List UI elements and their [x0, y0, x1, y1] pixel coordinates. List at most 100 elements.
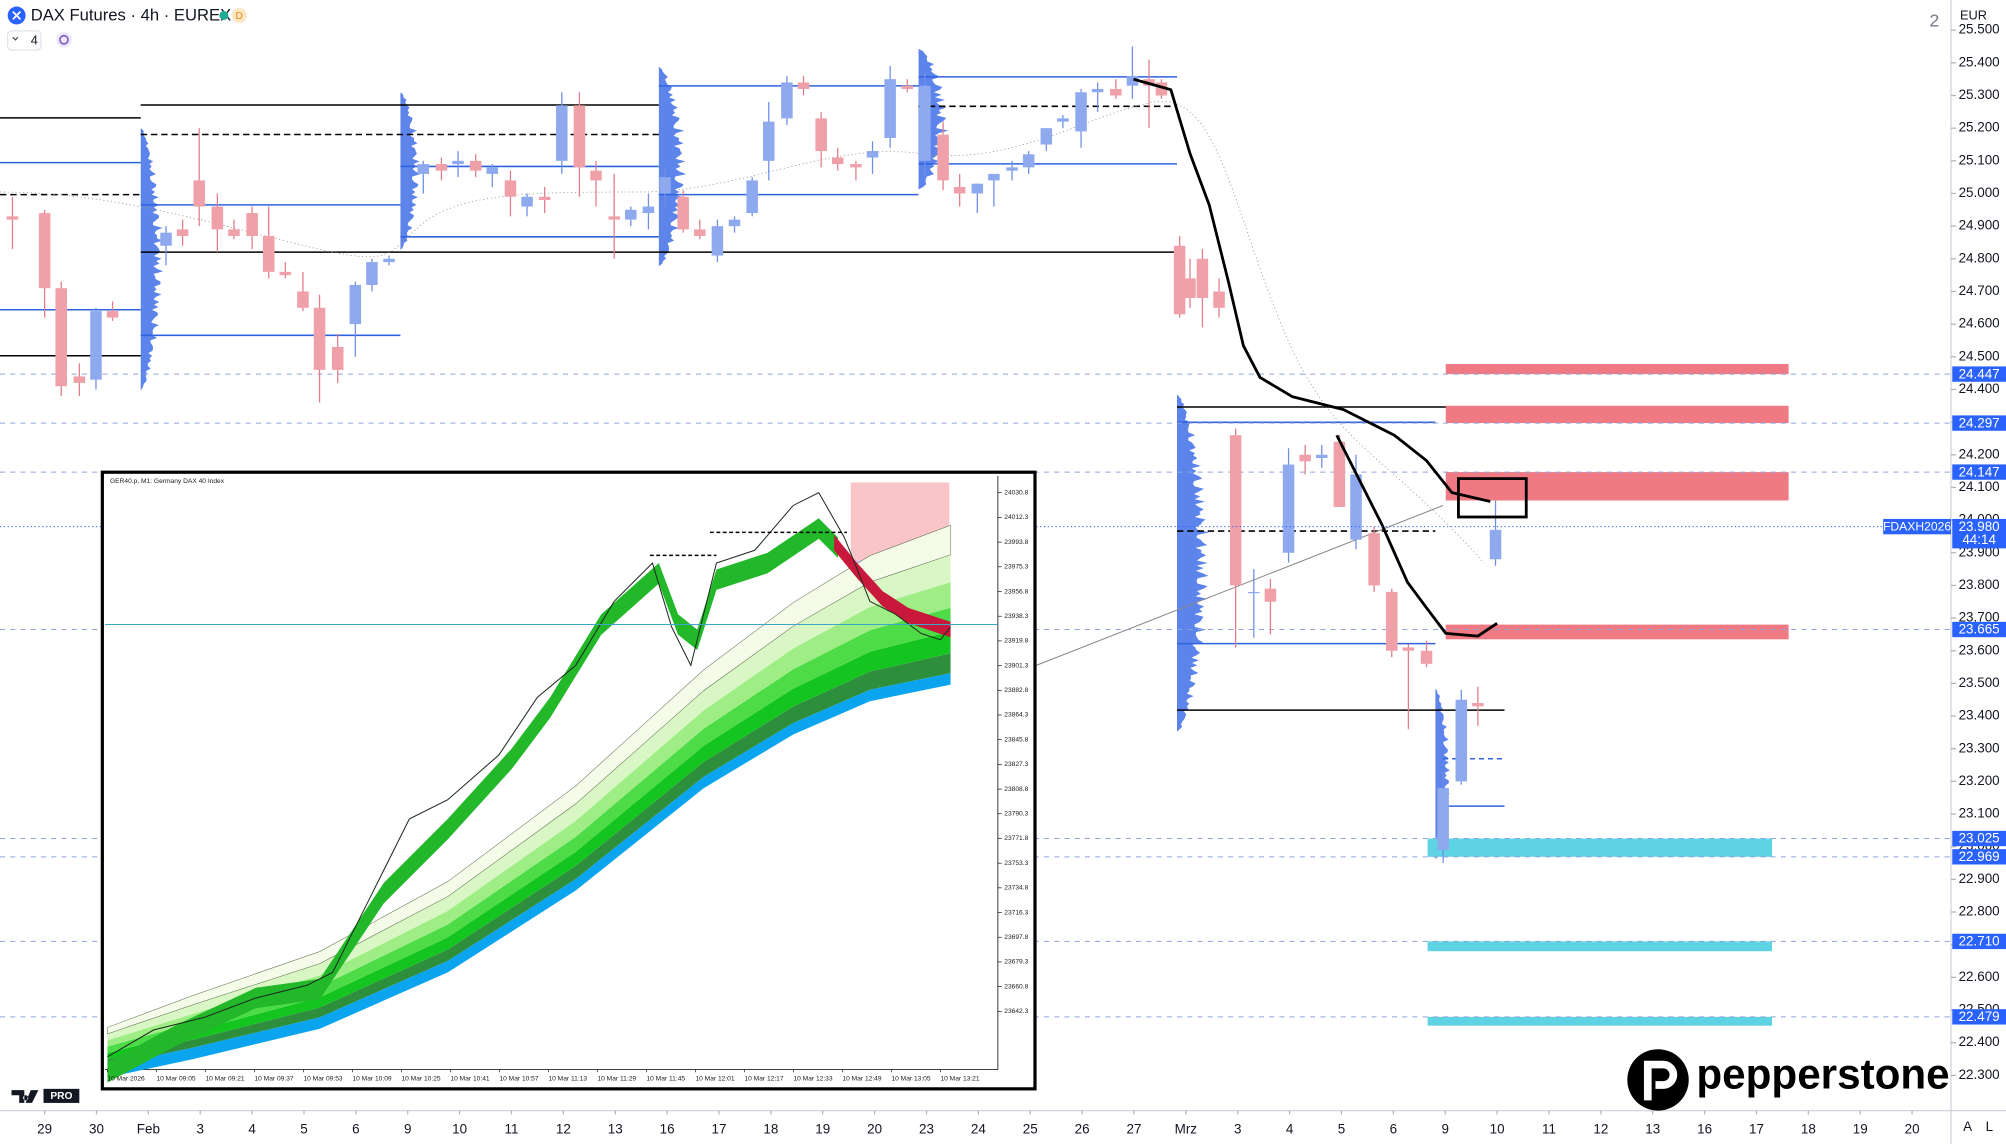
inset-x-label: 10 Mar 10:09 [352, 1075, 391, 1082]
candle-body [677, 196, 689, 230]
x-tick-label: 10 [1490, 1121, 1505, 1136]
zone [1445, 472, 1789, 501]
currency[interactable]: EUR [1960, 8, 1987, 23]
zone [1427, 1016, 1773, 1026]
candle-body [349, 284, 362, 325]
candle-body [1184, 278, 1196, 299]
candle-body [176, 229, 189, 236]
volume-profile [400, 92, 421, 250]
x-tick-label: 6 [1390, 1121, 1397, 1136]
volume-profile [1176, 394, 1210, 732]
x-tick-label: 5 [300, 1121, 307, 1136]
candle-body [1282, 464, 1295, 553]
status-dot [219, 11, 229, 20]
candle-body [297, 291, 309, 308]
y-tick-label: 23.800 [1959, 577, 2000, 592]
candle-body [1299, 454, 1311, 462]
inset-x-label: 10 Mar 12:17 [744, 1075, 783, 1082]
x-tick-label: 11 [1542, 1121, 1556, 1136]
candle-body [383, 258, 395, 263]
candle-body [556, 105, 568, 161]
zone [1445, 405, 1789, 424]
candle-body [694, 229, 706, 236]
y-tick-label: 23.400 [1959, 708, 2000, 723]
inset-y-label: 23864.3 [1004, 712, 1028, 719]
refresh-bg[interactable] [56, 32, 72, 48]
candle-body [366, 262, 378, 285]
inset-x-label: 10 Mar 2026 [107, 1075, 145, 1082]
x-tick-label: 26 [1075, 1121, 1090, 1136]
candle-body [781, 82, 793, 119]
candle-body [797, 82, 810, 89]
candle-body [435, 164, 448, 171]
inset-band [107, 524, 951, 1035]
candle-body [504, 180, 517, 197]
symbol-icon-glyph [12, 11, 22, 20]
inset-y-label: 23938.3 [1004, 613, 1028, 620]
header: DAX Futures · 4h · EUREX D 4 2 EUR A L P… [7, 6, 1994, 1134]
x-tick-label: Feb [137, 1121, 160, 1136]
x-tick-label: 17 [1749, 1121, 1764, 1136]
indicator-line [1335, 434, 1498, 638]
level-label-bg [1952, 849, 2006, 865]
symbol-label-bg [1883, 518, 1951, 535]
candle-body [832, 157, 844, 165]
inset-x-label: 10 Mar 13:05 [891, 1075, 930, 1082]
x-tick-label: 11 [505, 1121, 519, 1136]
inset-x-label: 10 Mar 09:21 [205, 1075, 244, 1082]
inset-red-band [834, 534, 951, 638]
candle-body [1350, 474, 1362, 540]
inset-band [107, 607, 951, 1054]
y-tick-label: 23.100 [1959, 806, 2000, 821]
candle-body [711, 226, 724, 256]
candle-body [1248, 591, 1260, 594]
candle-body [279, 271, 292, 276]
inset-y-label: 23827.3 [1004, 761, 1028, 768]
candle-body [160, 232, 172, 246]
inset-y-label: 23753.3 [1004, 860, 1028, 867]
layout-button[interactable] [7, 30, 42, 51]
candle-body [1022, 154, 1035, 168]
candle-body [1315, 454, 1328, 459]
level-label-bg [1952, 415, 2006, 431]
inset-x-label: 10 Mar 10:41 [450, 1075, 489, 1082]
pane-index: 2 [1929, 11, 1939, 31]
x-tick-label: 20 [867, 1121, 882, 1136]
countdown: 44:14 [1962, 532, 1996, 547]
candle-body [1110, 88, 1122, 96]
candle-body [55, 288, 67, 387]
candle-body [937, 134, 949, 181]
refresh-icon [59, 34, 69, 45]
y-tick-label: 24.800 [1959, 250, 2000, 265]
level-label: 22.710 [1959, 934, 2000, 949]
inset-y-label: 23642.3 [1004, 1008, 1028, 1015]
x-tick-label: 9 [1441, 1121, 1448, 1136]
y-tick-label: 23.500 [1959, 675, 2000, 690]
plan-badge: PRO [50, 1091, 72, 1102]
x-tick-label: 30 [89, 1121, 104, 1136]
candle-body [1155, 82, 1168, 96]
scale-button[interactable]: A [1963, 1119, 1972, 1134]
candle-body [38, 213, 51, 289]
level-label-bg [1952, 464, 2006, 480]
symbol-label: FDAXH2026 [1883, 519, 1951, 533]
layout-count[interactable]: 4 [31, 32, 38, 47]
inset-band [107, 554, 951, 1041]
level-label: 22.479 [1959, 1009, 2000, 1024]
candle-body [850, 164, 862, 168]
inset-title: GER40.p, M1: Germany DAX 40 Index [110, 478, 225, 485]
brand-logo [1627, 1049, 1689, 1111]
brand-logo-glyph [1643, 1060, 1678, 1101]
candle-body [1386, 591, 1398, 651]
y-tick-label: 24.100 [1959, 479, 2000, 494]
x-tick-label: 3 [197, 1121, 204, 1136]
candle-body [1402, 647, 1415, 651]
inset-fast-band [107, 518, 838, 1083]
y-tick-label: 23.300 [1959, 740, 2000, 755]
candle-body [746, 180, 758, 214]
x-tick-label: 12 [1593, 1121, 1608, 1136]
candle-body [988, 173, 1000, 181]
scale-button[interactable]: L [1986, 1119, 1994, 1134]
candle-body [193, 180, 205, 207]
y-tick-label: 22.800 [1959, 904, 2000, 919]
